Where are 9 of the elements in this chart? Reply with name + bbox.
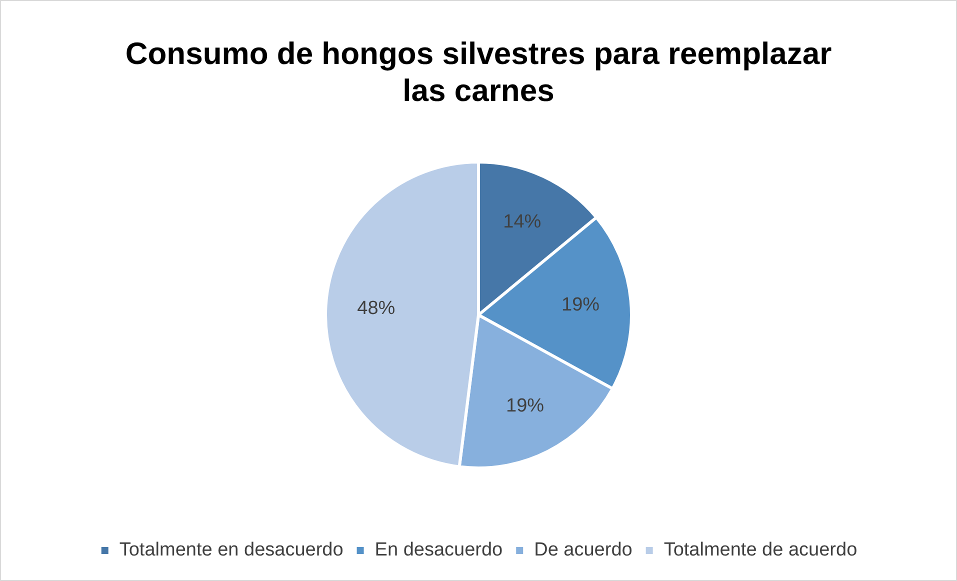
legend-label: De acuerdo [534, 540, 632, 561]
legend-label: Totalmente de acuerdo [664, 540, 858, 561]
chart-title: Consumo de hongos silvestres para reemplazar las carnes [124, 35, 833, 109]
legend-label: Totalmente en desacuerdo [119, 540, 344, 561]
legend-label: En desacuerdo [374, 540, 503, 561]
data-label: 19% [506, 396, 544, 417]
data-label: 14% [503, 211, 542, 232]
data-label: 19% [562, 294, 600, 316]
data-label: 48% [357, 298, 396, 319]
